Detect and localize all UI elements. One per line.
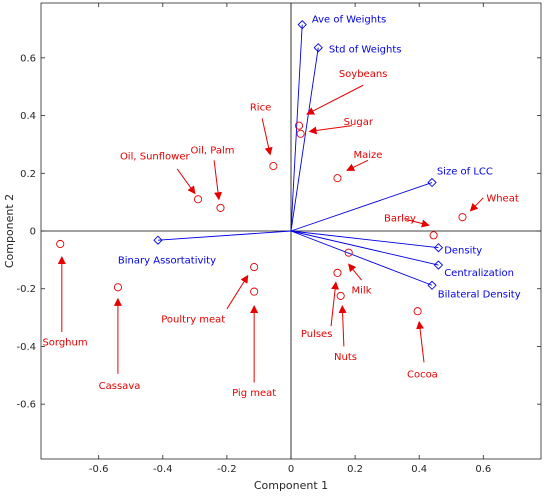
arrow-soybeans — [306, 84, 364, 115]
point-label-barley: Barley — [384, 214, 416, 225]
point-label-sugar: Sugar — [344, 117, 374, 128]
vector-centralization — [290, 230, 439, 266]
vector-label-centralization: Centralization — [444, 268, 514, 279]
vector-density — [290, 230, 439, 249]
arrow-oil-palm — [213, 160, 222, 201]
point-label-sorghum: Sorghum — [42, 338, 87, 349]
point-rice — [269, 162, 278, 171]
point-label-milk: Milk — [352, 286, 372, 297]
vector-label-bilateral-density: Bilateral Density — [438, 289, 521, 300]
arrow-maize — [346, 159, 369, 171]
point-sugar — [296, 129, 305, 138]
point-label-pulses: Pulses — [301, 329, 333, 340]
vector-marker-size-of-lcc — [427, 177, 437, 188]
variable-vectors: Ave of Weights Std of Weights Size of LCC D… — [118, 14, 521, 300]
vector-label-binary-assortativity: Binary Assortativity — [118, 255, 216, 266]
point-milk — [344, 248, 353, 257]
y-tick-label: 0.6 — [20, 53, 36, 64]
point-label-cassava: Cassava — [99, 381, 141, 392]
axis-ticks: -0.6 -0.4 -0.2 0 0.2 0.4 0.6 -0.6 -0.4 -0.2 0 0.2 0.… — [16, 3, 541, 475]
point-label-oil-palm: Oil, Palm — [190, 146, 234, 157]
arrow-nuts — [338, 305, 347, 347]
point-soybeans — [294, 121, 304, 130]
point-label-pig-meat: Pig meat — [232, 388, 276, 399]
point-poultry-meat — [250, 263, 259, 272]
point-oil-palm — [216, 203, 225, 212]
x-tick-label: -0.4 — [153, 464, 173, 475]
point-pig-meat — [250, 287, 259, 296]
y-tick-label: 0.2 — [20, 169, 36, 180]
arrow-poultry-meat — [226, 274, 249, 310]
point-pulses — [333, 268, 342, 277]
y-tick-label: 0.4 — [20, 111, 36, 122]
point-label-wheat: Wheat — [486, 193, 519, 204]
vector-ave-of-weights — [290, 24, 303, 232]
vector-marker-std-of-weights — [313, 43, 323, 53]
x-tick-label: -0.6 — [89, 464, 109, 475]
arrow-wheat — [469, 197, 484, 212]
point-label-maize: Maize — [353, 150, 382, 161]
vector-label-std-of-weights: Std of Weights — [329, 45, 402, 56]
vector-marker-density — [433, 243, 444, 253]
vector-marker-ave-of-weights — [297, 20, 307, 30]
point-maize — [333, 174, 342, 183]
y-tick-label: -0.2 — [16, 284, 36, 295]
vector-marker-centralization — [433, 260, 444, 270]
point-barley — [429, 231, 438, 240]
point-cocoa — [413, 307, 422, 316]
vector-bilateral-density — [290, 230, 433, 286]
point-label-nuts: Nuts — [334, 352, 357, 363]
y-axis-title: Component 2 — [3, 194, 16, 268]
x-tick-label: -0.2 — [217, 464, 237, 475]
x-axis-title: Component 1 — [254, 479, 328, 492]
arrow-oil-sunflower — [176, 168, 196, 195]
point-nuts — [336, 291, 345, 300]
point-label-cocoa: Cocoa — [407, 369, 438, 380]
point-sorghum — [56, 239, 65, 249]
point-label-oil-sunflower: Oil, Sunflower — [120, 151, 191, 162]
arrow-barley — [406, 218, 430, 228]
vector-label-size-of-lcc: Size of LCC — [437, 166, 493, 177]
vector-size-of-lcc — [290, 182, 433, 232]
y-tick-label: 0 — [30, 227, 36, 238]
arrow-sugar — [308, 125, 352, 135]
vector-std-of-weights — [290, 47, 319, 232]
y-tick-label: -0.6 — [16, 400, 36, 411]
arrow-cocoa — [416, 320, 425, 363]
point-wheat — [458, 213, 467, 222]
y-tick-label: -0.4 — [16, 342, 36, 353]
arrow-milk — [348, 263, 362, 281]
arrow-pulses — [330, 281, 340, 327]
x-tick-label: 0.6 — [475, 464, 491, 475]
point-label-soybeans: Soybeans — [339, 69, 388, 80]
vector-marker-bilateral-density — [427, 280, 437, 290]
point-label-rice: Rice — [250, 102, 271, 113]
x-tick-label: 0.2 — [347, 464, 363, 475]
vector-label-density: Density — [444, 245, 482, 256]
vector-marker-binary-assortativity — [153, 235, 163, 245]
arrow-rice — [261, 118, 273, 156]
point-label-poultry-meat: Poultry meat — [161, 315, 225, 326]
point-oil-sunflower — [194, 195, 203, 204]
vector-label-ave-of-weights: Ave of Weights — [312, 14, 386, 25]
x-tick-label: 0.4 — [411, 464, 427, 475]
x-tick-label: 0 — [288, 464, 294, 475]
vector-binary-assortativity — [157, 230, 292, 241]
point-cassava — [113, 283, 122, 292]
